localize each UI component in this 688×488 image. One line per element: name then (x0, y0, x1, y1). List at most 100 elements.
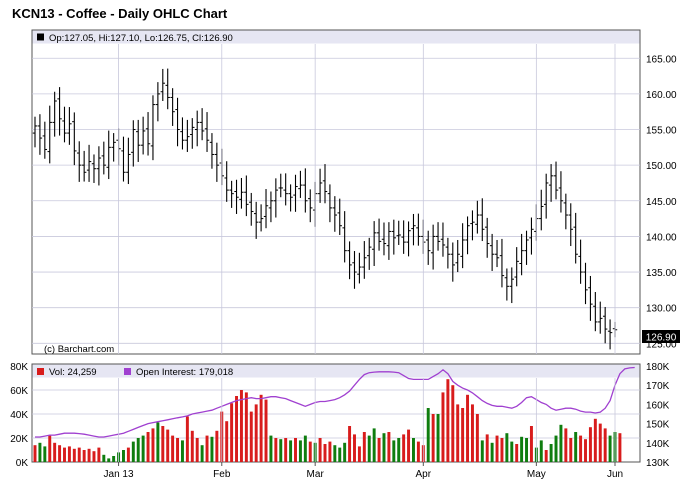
volume-bar (279, 439, 283, 462)
ohlc-bar (371, 221, 377, 266)
volume-bar (593, 418, 597, 462)
ohlc-bar (381, 222, 387, 256)
ohlc-bar (524, 230, 529, 265)
volume-bar (53, 442, 57, 462)
volume-bar (215, 430, 219, 462)
volume-bar (289, 440, 293, 462)
volume-bar (451, 385, 455, 462)
volume-bar (112, 456, 116, 462)
volume-bar (328, 441, 332, 462)
ohlc-bar (258, 204, 264, 232)
ohlc-bar (91, 154, 97, 183)
ohlc-bar (298, 170, 303, 198)
ohlc-bar (475, 200, 480, 234)
volume-bar (348, 426, 352, 462)
volume-bar (126, 447, 130, 462)
volume-bar (131, 441, 135, 462)
volume-bar (377, 438, 381, 462)
volume-bar (249, 411, 253, 462)
ohlc-bar (588, 275, 593, 321)
date-tick-label: Mar (307, 469, 325, 480)
volume-bars (33, 379, 622, 462)
volume-bar (235, 396, 238, 462)
volume-bar (195, 438, 199, 462)
ohlc-bar (504, 268, 510, 301)
ohlc-bar (185, 119, 190, 152)
volume-bar (520, 436, 524, 462)
ohlc-bar (224, 161, 229, 202)
volume-legend: Vol: 24,259 (49, 367, 97, 378)
ohlc-bar (81, 150, 87, 182)
ohlc-bar (352, 251, 357, 289)
volume-bar (431, 414, 435, 462)
ohlc-bar (411, 213, 416, 246)
volume-bar (480, 440, 484, 462)
volume-bar (43, 446, 47, 462)
ohlc-bar (357, 252, 362, 284)
volume-bar (397, 438, 401, 462)
ohlc-bar (470, 210, 475, 241)
price-tick-label: 130.00 (646, 304, 677, 315)
date-tick-label: Jun (607, 469, 623, 480)
ohlc-bar (263, 189, 269, 229)
volume-bar (515, 444, 519, 462)
ohlc-bar (386, 222, 392, 260)
volume-bar (529, 426, 533, 462)
volume-bar (525, 438, 528, 462)
ohlc-bar (391, 219, 397, 255)
volume-bar (264, 399, 268, 462)
ohlc-bar (101, 141, 107, 175)
ohlc-bar (268, 191, 274, 223)
ohlc-bar (539, 189, 544, 231)
volume-bar (456, 404, 460, 462)
volume-bar (353, 434, 356, 462)
price-tick-label: 150.00 (646, 161, 677, 172)
date-tick-label: May (527, 469, 546, 480)
ohlc-bar (499, 238, 505, 288)
ohlc-bar (327, 184, 333, 223)
ohlc-bar (455, 239, 460, 273)
volume-axis-labels: 0K 20K 40K 60K 80K (10, 362, 28, 469)
volume-bar (156, 422, 160, 462)
ohlc-bar (553, 161, 559, 200)
ohlc-bar (165, 68, 170, 110)
ohlc-bar (578, 239, 583, 284)
ohlc-bar (593, 292, 598, 332)
price-tick-label: 155.00 (646, 126, 677, 137)
ohlc-bar (199, 108, 205, 141)
ohlc-bar (303, 168, 308, 213)
volume-bar (539, 440, 543, 462)
open-interest-tick-label: 130K (646, 458, 670, 469)
volume-bar (176, 438, 180, 462)
volume-bar (416, 441, 420, 462)
ohlc-bar (204, 112, 210, 152)
ohlc-bar (106, 130, 111, 180)
volume-bar (210, 436, 214, 462)
ohlc-bar (52, 91, 57, 137)
open-interest-tick-label: 150K (646, 420, 670, 431)
volume-bar (500, 438, 504, 462)
volume-bar (180, 440, 184, 462)
volume-bar (505, 433, 509, 462)
price-legend-swatch (37, 33, 44, 41)
ohlc-bar (416, 213, 421, 246)
ohlc-bar (563, 193, 569, 230)
ohlc-bar (288, 184, 293, 212)
volume-bar (343, 442, 347, 462)
price-panel (31, 29, 641, 355)
ohlc-bar (180, 117, 185, 150)
volume-bar (608, 435, 612, 462)
ohlc-bar (367, 237, 372, 270)
ohlc-bar (47, 105, 52, 164)
volume-bar (254, 404, 258, 462)
volume-bar (146, 432, 150, 462)
ohlc-bar (396, 220, 401, 245)
volume-bar (579, 435, 583, 462)
ohlc-bar (548, 164, 554, 202)
volume-bar (87, 448, 91, 462)
open-interest-tick-label: 140K (646, 439, 670, 450)
volume-bar (97, 447, 101, 462)
ohlc-bar (465, 216, 470, 255)
volume-bar (294, 438, 297, 462)
ohlc-bar (337, 198, 342, 235)
